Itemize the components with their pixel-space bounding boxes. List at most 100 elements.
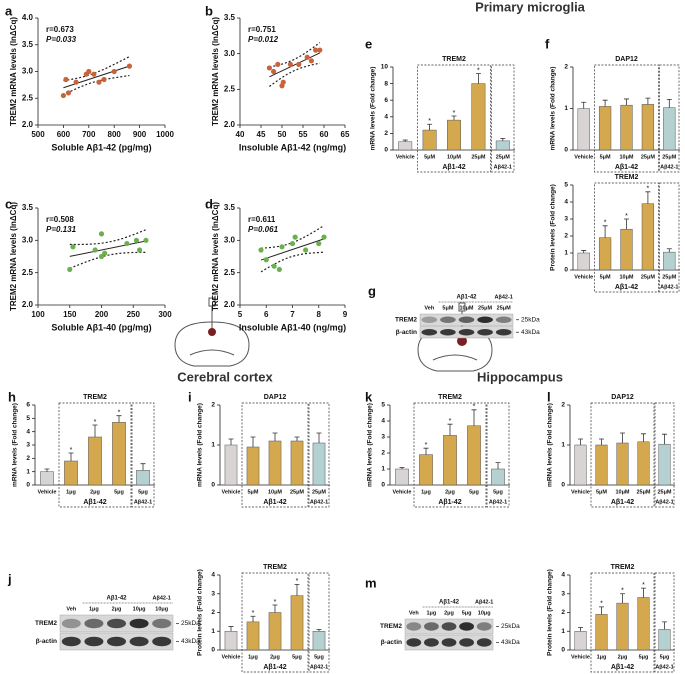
error-bar (423, 447, 429, 455)
group-label: Aβ1-42 (615, 164, 638, 171)
point (92, 247, 98, 253)
group-box (491, 64, 515, 173)
y-axis-label: mRNA levels (Fold change) (12, 403, 19, 487)
point (98, 231, 105, 237)
point (124, 240, 130, 247)
error-bar (500, 137, 506, 141)
y-tick-label: 3.0 (22, 235, 34, 244)
blot-band (84, 618, 104, 629)
error-bar (316, 628, 322, 632)
y-tick-label: 2 (211, 609, 215, 616)
error-bar (68, 452, 74, 461)
size-label: 25kDa (521, 316, 540, 323)
point (271, 263, 277, 269)
error-bar (602, 99, 608, 107)
y-tick-label: 2 (26, 455, 30, 462)
point (313, 47, 319, 53)
group-box (654, 402, 675, 508)
error-bar (599, 606, 604, 615)
y-tick-label: 2 (384, 130, 388, 137)
bar (658, 443, 671, 486)
x-tick-label: 300 (158, 310, 172, 319)
error-bar (250, 615, 256, 622)
error-bar (272, 432, 278, 441)
row-label: TREM2 (35, 620, 57, 627)
bar (637, 441, 650, 486)
y-tick-label: 3.0 (224, 49, 236, 58)
x-tick-label: 25μM (641, 274, 655, 280)
point (65, 90, 72, 96)
group-box (594, 182, 659, 293)
error-bar (451, 115, 457, 121)
error-bar (272, 604, 278, 613)
group-label: Aβ42-1 (655, 499, 673, 505)
bar (290, 440, 304, 486)
confidence-band (69, 251, 146, 269)
x-tick-label: 5μM (247, 489, 258, 495)
group-label: Aβ42-1 (494, 164, 512, 170)
y-tick-label: 4 (26, 428, 30, 435)
bar (663, 251, 676, 271)
x-tick-label: Vehicle (571, 489, 590, 495)
y-tick-label: 3 (26, 442, 30, 449)
y-tick-label: 4 (381, 418, 385, 425)
confidence-band (260, 251, 325, 273)
error-bar (427, 123, 433, 131)
y-tick-label: 1 (211, 442, 215, 449)
error-bar (662, 433, 667, 445)
y-tick-label: 0 (211, 482, 215, 489)
error-bar (402, 139, 408, 142)
heading: Cerebral cortex (177, 369, 273, 384)
error-bar (666, 98, 672, 108)
x-tick-label: 800 (108, 130, 122, 139)
significance: * (621, 588, 624, 595)
row-label: β-actin (396, 329, 417, 336)
x-axis-label: Soluble Aβ1-40 (pg/mg) (51, 322, 151, 332)
point (133, 237, 140, 243)
point (276, 266, 282, 273)
x-tick-label: 2μg (270, 654, 280, 660)
x-tick-label: 100 (31, 310, 45, 319)
y-tick-label: 10 (381, 64, 389, 71)
x-tick-label: 9 (343, 310, 348, 319)
panel-letter: f (545, 36, 550, 51)
group-label: Aβ1-42 (615, 284, 638, 291)
error-bar (399, 467, 405, 469)
panel-letter: d (205, 196, 213, 211)
error-bar (578, 627, 583, 632)
lane-label: 1μg (89, 606, 99, 612)
lane-label: 5μg (462, 610, 472, 616)
x-tick-label: 10μM (619, 154, 633, 160)
error-bar (662, 621, 667, 630)
y-tick-label: 3 (564, 216, 568, 223)
group-label: Aβ42-1 (310, 664, 328, 670)
x-tick-label: 25μM (312, 489, 326, 495)
x-tick-label: 200 (95, 310, 109, 319)
error-bar (602, 225, 608, 238)
blot-band (477, 316, 493, 323)
point (271, 68, 277, 75)
blot-band (421, 329, 438, 336)
group-label: Aβ1-42 (263, 664, 286, 671)
error-bar (447, 423, 453, 436)
error-bar (599, 438, 604, 445)
y-tick-label: 3.5 (224, 13, 236, 22)
x-tick-label: 1μg (421, 489, 431, 495)
group-box (417, 64, 491, 173)
significance: * (647, 186, 650, 193)
x-tick-label: 40 (236, 130, 245, 139)
x-tick-label: 50 (278, 130, 287, 139)
error-bar (228, 626, 234, 632)
lane-label: 2μg (112, 606, 122, 612)
significance: * (252, 610, 255, 617)
y-tick-label: 0 (564, 267, 568, 274)
group-label: Aβ1-42 (263, 499, 286, 506)
point (67, 266, 73, 273)
x-tick-label: 5μg (660, 654, 670, 660)
panel-letter: a (5, 3, 13, 18)
lane-label: 10μg (478, 610, 491, 616)
chart-title: TREM2 (263, 564, 287, 571)
error-bar (140, 463, 146, 471)
y-tick-label: 3.5 (22, 203, 34, 212)
y-tick-label: 1 (561, 442, 565, 449)
